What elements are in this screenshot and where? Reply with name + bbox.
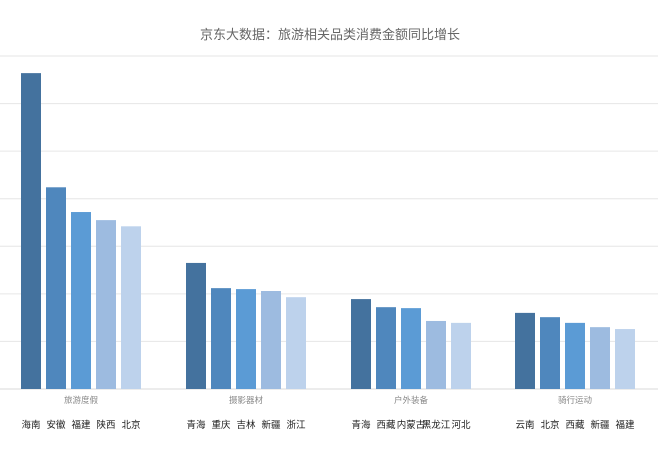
region-label: 安徽 bbox=[46, 419, 66, 431]
category-label: 摄影器材 bbox=[229, 395, 264, 406]
bar bbox=[540, 317, 560, 389]
region-label: 北京 bbox=[540, 419, 559, 431]
region-label: 浙江 bbox=[286, 419, 306, 431]
bar bbox=[261, 291, 281, 389]
bar bbox=[21, 73, 41, 389]
region-label: 青海 bbox=[186, 419, 206, 431]
bar bbox=[615, 329, 635, 389]
region-label: 云南 bbox=[515, 419, 534, 431]
bar bbox=[211, 288, 231, 389]
region-label: 青海 bbox=[351, 419, 371, 431]
bar bbox=[286, 297, 306, 389]
bar bbox=[46, 187, 66, 389]
bar bbox=[401, 308, 421, 389]
bar bbox=[515, 312, 535, 389]
bar bbox=[565, 322, 585, 389]
region-label: 吉林 bbox=[236, 419, 256, 431]
region-label: 北京 bbox=[121, 419, 140, 431]
bar bbox=[121, 226, 141, 389]
chart-title: 京东大数据：旅游相关品类消费金额同比增长 bbox=[199, 28, 460, 43]
bar bbox=[426, 320, 446, 389]
category-label: 骑行运动 bbox=[558, 395, 593, 406]
region-label: 黑龙江 bbox=[422, 419, 451, 431]
bar bbox=[451, 322, 471, 389]
category-label: 户外装备 bbox=[394, 395, 429, 406]
region-label: 新疆 bbox=[590, 419, 610, 431]
region-label: 西藏 bbox=[565, 419, 585, 431]
bar bbox=[590, 327, 610, 389]
region-label: 西藏 bbox=[376, 419, 396, 431]
bar bbox=[236, 289, 256, 389]
region-label: 福建 bbox=[71, 419, 91, 431]
region-label: 新疆 bbox=[261, 419, 281, 431]
bar bbox=[186, 262, 206, 389]
region-label: 海南 bbox=[21, 419, 40, 431]
region-label: 重庆 bbox=[211, 419, 231, 431]
bar bbox=[71, 212, 91, 389]
bar bbox=[376, 307, 396, 389]
region-label: 陕西 bbox=[96, 419, 115, 431]
bar bbox=[351, 299, 371, 389]
region-label: 福建 bbox=[615, 419, 635, 431]
region-label: 内蒙古 bbox=[397, 419, 426, 431]
category-label: 旅游度假 bbox=[64, 395, 99, 406]
bar bbox=[96, 220, 116, 389]
region-label: 河北 bbox=[451, 419, 471, 431]
